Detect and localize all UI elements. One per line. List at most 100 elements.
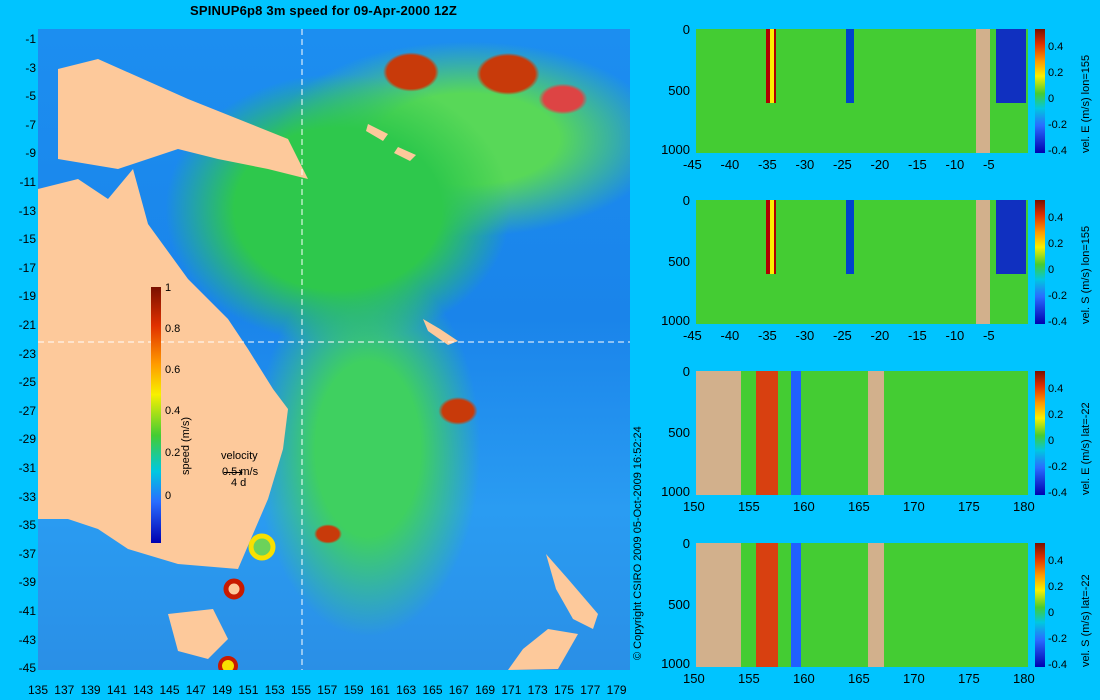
section-label: vel. S (m/s) lat=-22 bbox=[1080, 574, 1092, 667]
lat-tick-label: -27 bbox=[18, 403, 36, 418]
lat-tick-label: -7 bbox=[25, 117, 36, 132]
depth-tick-label: 0 bbox=[682, 22, 690, 37]
section-x-tick-label: -45 bbox=[683, 157, 702, 172]
section-feature bbox=[976, 200, 990, 324]
depth-tick-label: 1000 bbox=[661, 484, 690, 499]
section-x-tick-label: 180 bbox=[1013, 499, 1035, 514]
section-feature bbox=[996, 200, 1026, 275]
section-colorbar-tick: -0.4 bbox=[1048, 316, 1067, 328]
section-colorbar-tick: 0.2 bbox=[1048, 238, 1064, 250]
section-feature bbox=[791, 371, 801, 495]
section-x-tick-label: 155 bbox=[738, 499, 760, 514]
lat-tick-label: -35 bbox=[18, 518, 36, 533]
section-colorbar bbox=[1035, 543, 1045, 667]
section-x-tick-label: -15 bbox=[908, 157, 927, 172]
section-x-tick-label: 170 bbox=[903, 499, 925, 514]
section-feature bbox=[756, 371, 778, 495]
lon-tick-label: 139 bbox=[80, 683, 101, 697]
lat-tick-label: -43 bbox=[18, 632, 36, 647]
depth-tick-label: 500 bbox=[668, 83, 690, 98]
lat-tick-label: -23 bbox=[18, 346, 36, 361]
colorbar-tick: 0.2 bbox=[165, 447, 181, 459]
section-colorbar-tick: 0.4 bbox=[1048, 383, 1064, 395]
section-x-tick-label: -10 bbox=[945, 157, 965, 172]
lon-tick-label: 141 bbox=[106, 683, 127, 697]
lon-tick-label: 175 bbox=[553, 683, 575, 697]
colorbar-tick: 0.8 bbox=[165, 323, 181, 335]
lon-tick-label: 155 bbox=[290, 683, 312, 697]
section-x-tick-label: 165 bbox=[848, 671, 870, 686]
section-x-tick-label: -20 bbox=[870, 328, 890, 343]
section-colorbar bbox=[1035, 200, 1045, 324]
speed-colorbar bbox=[151, 287, 161, 543]
land-mask bbox=[38, 29, 630, 670]
depth-tick-label: 0 bbox=[682, 193, 690, 208]
lon-tick-label: 179 bbox=[606, 683, 627, 697]
lat-tick-label: -11 bbox=[19, 175, 36, 189]
figure-title: SPINUP6p8 3m speed for 09-Apr-2000 12Z bbox=[190, 3, 457, 18]
depth-tick-label: 500 bbox=[668, 254, 690, 269]
depth-tick-label: 1000 bbox=[661, 656, 690, 671]
section-x-tick-label: 170 bbox=[903, 671, 925, 686]
section-colorbar-tick: 0 bbox=[1048, 607, 1055, 619]
speed-map bbox=[38, 29, 630, 670]
section-label: vel. E (m/s) lon=155 bbox=[1080, 54, 1092, 153]
section-x-tick-label: -40 bbox=[720, 157, 740, 172]
velocity-legend-scale: 4 d bbox=[231, 477, 247, 489]
section-x-tick-label: -35 bbox=[758, 157, 777, 172]
section-feature bbox=[696, 543, 741, 667]
lon-tick-label: 169 bbox=[475, 683, 496, 697]
section-feature bbox=[846, 29, 854, 104]
depth-tick-label: 1000 bbox=[661, 313, 690, 328]
lat-tick-label: -37 bbox=[18, 546, 36, 561]
section-x-tick-label: -15 bbox=[908, 328, 927, 343]
lon-tick-label: 157 bbox=[317, 683, 338, 697]
section-feature bbox=[868, 371, 884, 495]
lat-tick-label: -3 bbox=[25, 60, 36, 75]
section-feature bbox=[976, 29, 990, 153]
colorbar-tick: 0.4 bbox=[165, 405, 181, 417]
section-colorbar-tick: -0.2 bbox=[1048, 461, 1067, 473]
section-x-tick-label: 180 bbox=[1013, 671, 1035, 686]
lon-tick-label: 135 bbox=[27, 683, 49, 697]
lon-tick-label: 159 bbox=[343, 683, 364, 697]
lat-tick-label: -21 bbox=[18, 318, 36, 332]
lat-tick-label: -15 bbox=[18, 232, 36, 247]
colorbar-tick: 0 bbox=[165, 490, 172, 502]
lat-tick-label: -41 bbox=[18, 604, 36, 618]
depth-tick-label: 500 bbox=[668, 425, 690, 440]
section-colorbar-tick: 0.2 bbox=[1048, 67, 1064, 79]
section-feature bbox=[996, 29, 1026, 104]
depth-tick-label: 500 bbox=[668, 597, 690, 612]
section-x-tick-label: -35 bbox=[758, 328, 777, 343]
lon-tick-label: 161 bbox=[369, 683, 390, 697]
section-colorbar-tick: -0.4 bbox=[1048, 487, 1067, 499]
section-colorbar-tick: 0.4 bbox=[1048, 555, 1064, 567]
lat-tick-label: -5 bbox=[25, 89, 36, 104]
section-panel bbox=[696, 371, 1028, 495]
section-panel bbox=[696, 29, 1028, 153]
section-colorbar-tick: 0.2 bbox=[1048, 409, 1064, 421]
section-x-tick-label: 150 bbox=[683, 671, 705, 686]
section-label: vel. S (m/s) lon=155 bbox=[1080, 225, 1092, 324]
section-feature bbox=[756, 543, 778, 667]
section-x-tick-label: -5 bbox=[983, 157, 995, 172]
lat-tick-label: -39 bbox=[18, 575, 36, 590]
lon-tick-label: 153 bbox=[264, 683, 285, 697]
section-x-tick-label: -25 bbox=[833, 328, 852, 343]
section-x-tick-label: -40 bbox=[720, 328, 740, 343]
section-x-tick-label: -30 bbox=[795, 157, 815, 172]
colorbar-label: speed (m/s) bbox=[180, 416, 192, 475]
section-x-tick-label: 160 bbox=[793, 499, 815, 514]
depth-tick-label: 0 bbox=[682, 364, 690, 379]
lon-tick-label: 137 bbox=[54, 683, 75, 697]
depth-tick-label: 0 bbox=[682, 536, 690, 551]
lat-tick-label: -9 bbox=[25, 146, 36, 161]
lon-tick-label: 167 bbox=[448, 683, 469, 697]
section-feature bbox=[846, 200, 854, 275]
section-colorbar-tick: 0 bbox=[1048, 435, 1055, 447]
section-feature bbox=[696, 371, 741, 495]
section-x-tick-label: 150 bbox=[683, 499, 705, 514]
lon-tick-label: 151 bbox=[238, 683, 259, 697]
lon-tick-label: 163 bbox=[396, 683, 417, 697]
